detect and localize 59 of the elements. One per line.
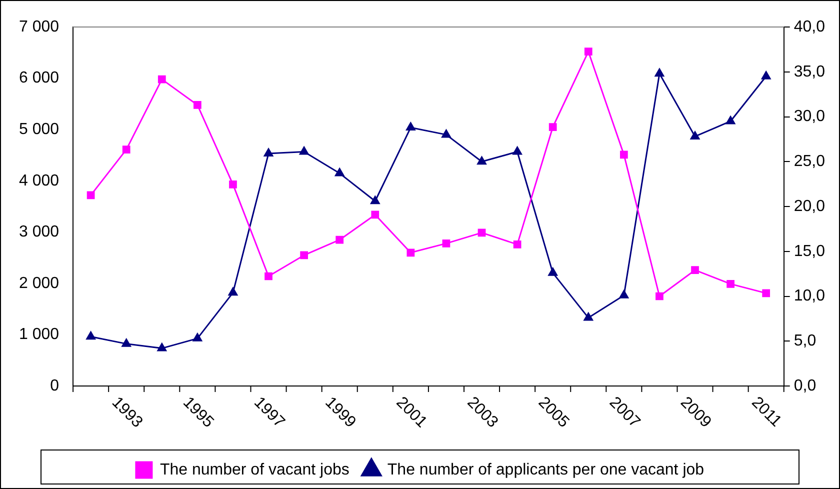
point (656, 292, 664, 300)
point (654, 68, 664, 77)
point (336, 236, 344, 244)
point (761, 71, 771, 80)
point (726, 116, 736, 124)
point (194, 101, 202, 109)
y2-tick-label: 15,0 (794, 242, 826, 260)
y-tick-label: 5 000 (18, 120, 60, 138)
point (334, 168, 344, 176)
y2-tick-label: 0,0 (794, 377, 816, 394)
y-tick-label: 6 000 (18, 70, 60, 87)
point (228, 287, 238, 296)
point (442, 239, 450, 248)
y2-tick-label: 35,0 (794, 63, 826, 80)
y2-tick-label: 10,0 (794, 288, 826, 305)
y2-tick-label: 25,0 (794, 153, 826, 170)
point (690, 131, 700, 140)
y-tick-label: 0 (50, 377, 60, 394)
y2-tick-label: 20,0 (794, 198, 826, 215)
point (299, 146, 309, 155)
y-tick-label: 4 000 (18, 172, 60, 190)
point (406, 248, 415, 257)
y-tick-label: 7 000 (18, 18, 60, 36)
point (726, 280, 734, 288)
point (548, 268, 558, 276)
point (192, 333, 202, 342)
y-tick-label: 3 000 (18, 224, 60, 241)
point (584, 48, 592, 56)
point (513, 240, 522, 248)
y2-tick-label: 40,0 (794, 18, 826, 36)
point (620, 150, 628, 159)
point (300, 251, 308, 260)
point (157, 343, 167, 352)
point (122, 338, 131, 347)
point (229, 180, 237, 188)
point (122, 146, 130, 154)
point (478, 228, 486, 237)
point (86, 191, 95, 200)
point (584, 312, 594, 321)
point (477, 156, 486, 165)
point (158, 75, 166, 84)
point (370, 196, 380, 204)
point (512, 146, 522, 155)
point (619, 290, 629, 298)
point (371, 210, 380, 219)
legend-label: The number of applicants per one vacant job (387, 461, 704, 478)
point (691, 266, 699, 274)
legend-label: The number of vacant jobs (160, 461, 350, 478)
point (264, 272, 272, 280)
point (406, 122, 416, 131)
point (548, 123, 557, 131)
y2-tick-label: 5,0 (794, 332, 816, 350)
point (442, 129, 451, 138)
point (762, 289, 770, 298)
y-tick-label: 1 000 (18, 326, 60, 344)
y-tick-label: 2 000 (18, 274, 60, 292)
y2-tick-label: 30,0 (794, 108, 826, 126)
point (264, 148, 274, 157)
point (86, 331, 96, 340)
